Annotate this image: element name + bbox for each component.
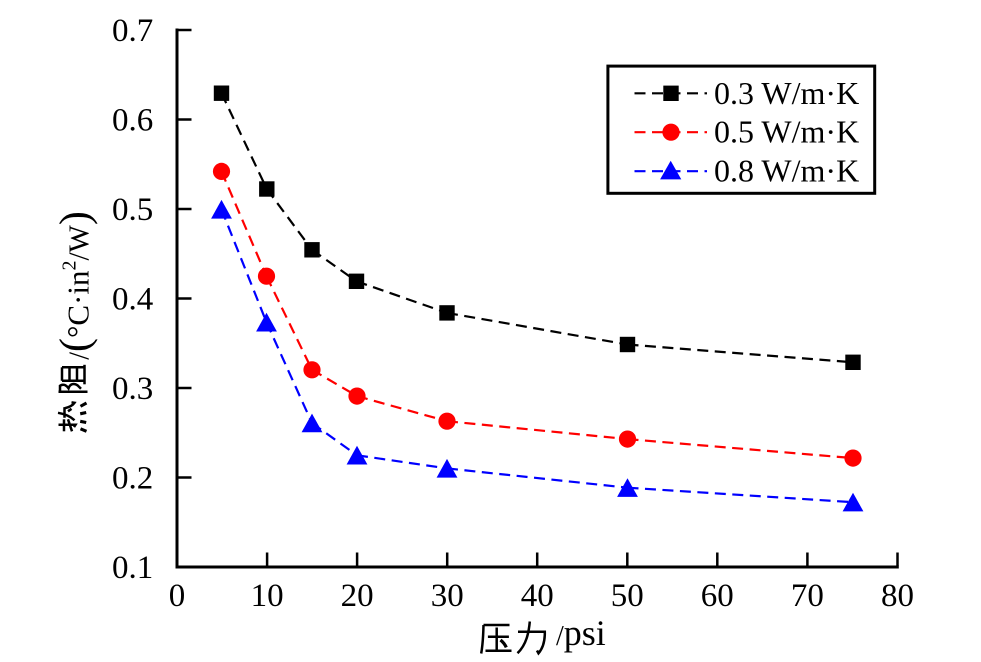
svg-text:40: 40 bbox=[521, 578, 554, 614]
svg-text:0.6: 0.6 bbox=[112, 103, 153, 139]
svg-text:0.8 W/m·K: 0.8 W/m·K bbox=[714, 153, 859, 189]
svg-text:0.5: 0.5 bbox=[112, 192, 153, 228]
svg-text:20: 20 bbox=[341, 578, 374, 614]
svg-text:0: 0 bbox=[169, 578, 186, 614]
svg-text:0.7: 0.7 bbox=[112, 13, 153, 49]
svg-text:0.3: 0.3 bbox=[112, 371, 153, 407]
svg-text:0.1: 0.1 bbox=[112, 550, 153, 586]
svg-text:0.2: 0.2 bbox=[112, 461, 153, 497]
svg-text:60: 60 bbox=[701, 578, 734, 614]
svg-text:0.3 W/m·K: 0.3 W/m·K bbox=[714, 75, 859, 111]
svg-text:30: 30 bbox=[431, 578, 464, 614]
svg-text:70: 70 bbox=[791, 578, 824, 614]
svg-text:0.5 W/m·K: 0.5 W/m·K bbox=[714, 114, 859, 150]
svg-text:0.4: 0.4 bbox=[112, 282, 153, 318]
svg-text:10: 10 bbox=[251, 578, 284, 614]
svg-text:50: 50 bbox=[611, 578, 644, 614]
svg-text:/(°C·in2/W): /(°C·in2/W) bbox=[53, 211, 99, 360]
svg-text:/psi: /psi bbox=[556, 613, 606, 653]
svg-text:80: 80 bbox=[881, 578, 914, 614]
